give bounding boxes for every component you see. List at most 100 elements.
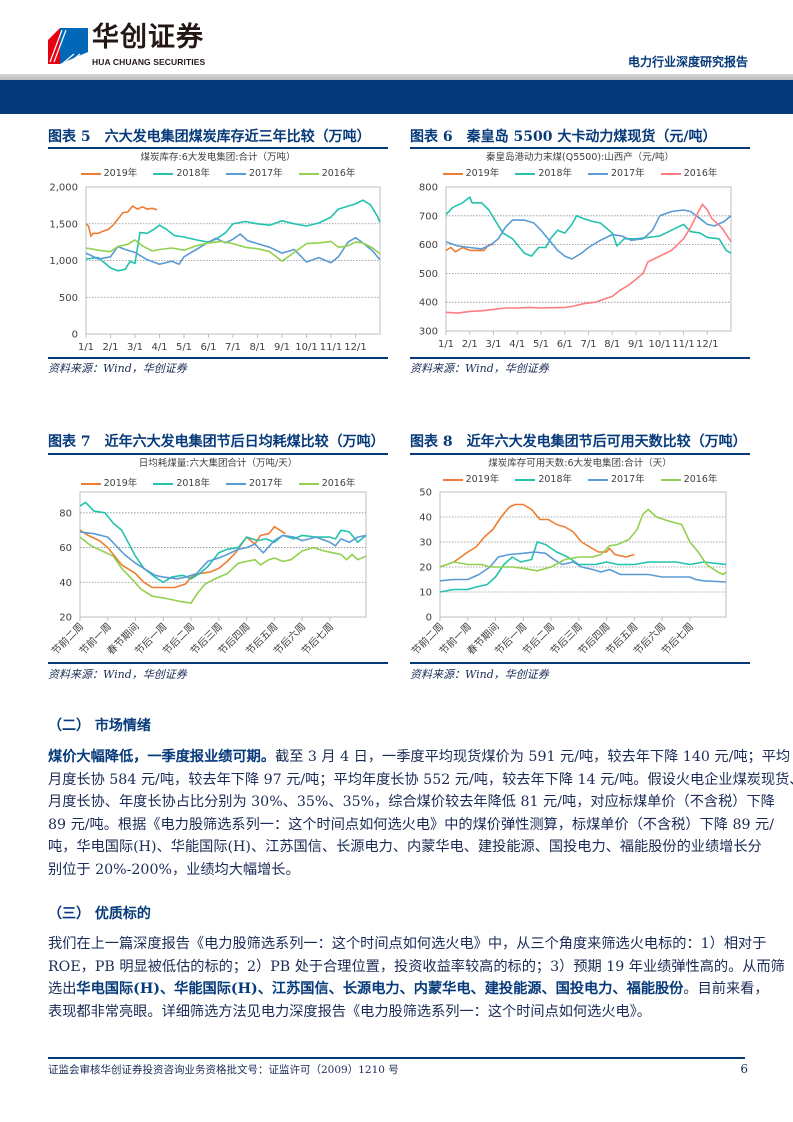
legend-item: 2019年	[80, 477, 138, 490]
y-tick-label: 700	[419, 211, 438, 222]
legend-swatch	[588, 478, 608, 481]
x-tick-label: 8/1	[249, 342, 265, 353]
text: 截至 3 月 4 日，一季度平均现货煤价为 591 元/吨，较去年下降 140 …	[275, 749, 791, 765]
series-line-2017	[79, 531, 367, 580]
legend-swatch	[442, 478, 463, 481]
x-tick-label: 9/1	[274, 342, 290, 353]
paragraph-line: 月度长协、年度长协占比分别为 30%、35%、35%，综合煤价较去年降低 81 …	[48, 791, 775, 813]
y-tick-label: 1,500	[49, 219, 78, 230]
series-line-2016	[85, 239, 381, 262]
x-tick-label: 2/1	[462, 339, 478, 350]
figure-8-subtitle: 煤炭库存可用天数:6大发电集团:合计（天）	[488, 458, 672, 469]
legend-label: 2017年	[611, 474, 645, 485]
logo-text: 华创证券	[92, 22, 204, 53]
legend-swatch	[153, 172, 174, 175]
x-tick-label: 4/1	[509, 339, 525, 350]
figure-6-rule	[410, 147, 750, 149]
series-line-2017	[445, 209, 732, 260]
bold-text: 煤价大幅降低，一季度报业绩可期。	[48, 749, 276, 765]
paragraph-line: 别位于 20%-200%，业绩均大幅增长。	[48, 859, 745, 881]
plot-area	[439, 491, 727, 618]
paragraph-line: ROE，PB 明显被低估的标的；2）PB 处于合理位置，投资收益率较高的标的；3…	[48, 956, 785, 978]
series-line-2016	[439, 508, 727, 576]
y-tick-label: 10	[419, 588, 432, 599]
paragraph-line: 表现都非常亮眼。详细筛选方法见电力深度报告《电力股筛选系列一：这个时间点如何选火…	[48, 1001, 745, 1023]
y-tick-label: 50	[419, 488, 432, 499]
footer-license: 证监会审核华创证券投资咨询业务资格批文号：证监许可（2009）1210 号	[48, 1064, 399, 1076]
y-tick-label: 500	[59, 293, 78, 304]
y-tick-label: 800	[419, 183, 438, 194]
y-tick-label: 0	[72, 330, 78, 341]
legend-item: 2016年	[660, 167, 717, 180]
legend-swatch	[298, 172, 319, 175]
series-line-2019	[85, 205, 158, 237]
legend-swatch	[298, 482, 319, 485]
y-tick-label: 80	[59, 508, 72, 519]
text: 表现都非常亮眼。详细筛选方法见电力深度报告《电力股筛选系列一：这个时间点如何选火…	[48, 1003, 651, 1020]
legend-swatch	[660, 172, 681, 175]
x-tick-label: 2/1	[102, 342, 118, 353]
y-tick-label: 30	[419, 538, 432, 549]
legend-swatch	[80, 172, 101, 175]
series-line-2018	[79, 501, 367, 584]
x-tick-label: 5/1	[533, 339, 549, 350]
legend-label: 2018年	[538, 168, 572, 179]
text: 选出	[48, 981, 77, 998]
text: 月度长协、年度长协占比分别为 30%、35%、35%，综合煤价较去年降低 81 …	[48, 794, 775, 811]
paragraph-line: 89 元/吨。根据《电力股筛选系列一：这个时间点如何选火电》中的煤价弹性测算，标…	[48, 814, 774, 836]
y-tick-label: 20	[59, 613, 72, 624]
series-line-2018	[85, 199, 381, 272]
y-tick-label: 40	[419, 513, 432, 524]
legend-item: 2019年	[442, 167, 499, 180]
y-tick-label: 400	[419, 298, 438, 309]
paragraph-line: 选出华电国际(H)、华能国际(H)、江苏国信、长源电力、内蒙华电、建投能源、国投…	[48, 978, 769, 1000]
footer-rule	[48, 1057, 745, 1059]
legend-swatch	[588, 172, 608, 175]
legend-label: 2017年	[611, 168, 645, 179]
figure-5-source: 资料来源：Wind，华创证券	[48, 362, 187, 375]
legend-label: 2018年	[176, 168, 210, 179]
y-tick-label: 2,000	[49, 183, 78, 194]
legend-swatch	[442, 172, 463, 175]
legend-label: 2016年	[321, 168, 356, 179]
legend-label: 2018年	[538, 474, 572, 485]
text: 89 元/吨。根据《电力股筛选系列一：这个时间点如何选火电》中的煤价弹性测算，标…	[48, 816, 775, 833]
legend-swatch	[80, 482, 101, 485]
x-tick-label: 11/1	[320, 342, 342, 353]
figure-7-rule	[48, 453, 388, 455]
figure-5-subtitle: 煤炭库存:6大发电集团:合计（万吨）	[140, 152, 296, 163]
section-3-heading: （三） 优质标的	[48, 906, 151, 922]
y-tick-label: 20	[419, 563, 432, 574]
x-tick-label: 12/1	[696, 339, 718, 350]
legend-item: 2017年	[226, 477, 283, 490]
legend-swatch	[515, 172, 536, 175]
legend-label: 2019年	[103, 478, 138, 489]
legend-swatch	[515, 478, 536, 481]
x-tick-label: 4/1	[151, 342, 167, 353]
figure-6-title: 图表 6 秦皇岛 5500 大卡动力煤现货（元/吨）	[410, 129, 717, 145]
plot-area	[79, 491, 367, 618]
y-tick-label: 300	[419, 327, 438, 338]
paragraph-line: 吨，华电国际(H)、华能国际(H)、江苏国信、长源电力、内蒙华电、建投能源、国投…	[48, 836, 762, 858]
x-tick-label: 1/1	[438, 339, 454, 350]
series-line-2017	[85, 233, 381, 265]
paragraph-line: 月度长协 584 元/吨，较去年下降 97 元/吨；平均年度长协 552 元/吨…	[48, 769, 793, 791]
legend-item: 2016年	[660, 473, 718, 486]
figure-6-legend: 2019年 2018年 2017年 2016年	[410, 167, 750, 180]
bold-text: 华电国际(H)、华能国际(H)、江苏国信、长源电力、内蒙华电、建投能源、国投电力…	[76, 981, 684, 998]
figure-7-subtitle: 日均耗煤量:六大集团合计（万吨/天）	[138, 458, 298, 469]
logo-subtext: HUA CHUANG SECURITIES	[92, 57, 206, 67]
figure-5-title: 图表 5 六大发电集团煤炭库存近三年比较（万吨）	[48, 129, 371, 145]
legend-label: 2019年	[103, 168, 138, 179]
x-tick-label: 10/1	[649, 339, 671, 350]
y-tick-label: 40	[59, 578, 72, 589]
legend-item: 2019年	[442, 473, 499, 486]
figure-5-bottom-rule	[48, 357, 388, 359]
legend-label: 2017年	[249, 478, 283, 489]
x-tick-label: 6/1	[557, 339, 573, 350]
legend-label: 2016年	[683, 474, 718, 485]
x-tick-label: 9/1	[628, 339, 644, 350]
x-tick-label: 1/1	[78, 342, 94, 353]
legend-item: 2018年	[153, 477, 210, 490]
legend-item: 2018年	[153, 167, 210, 180]
